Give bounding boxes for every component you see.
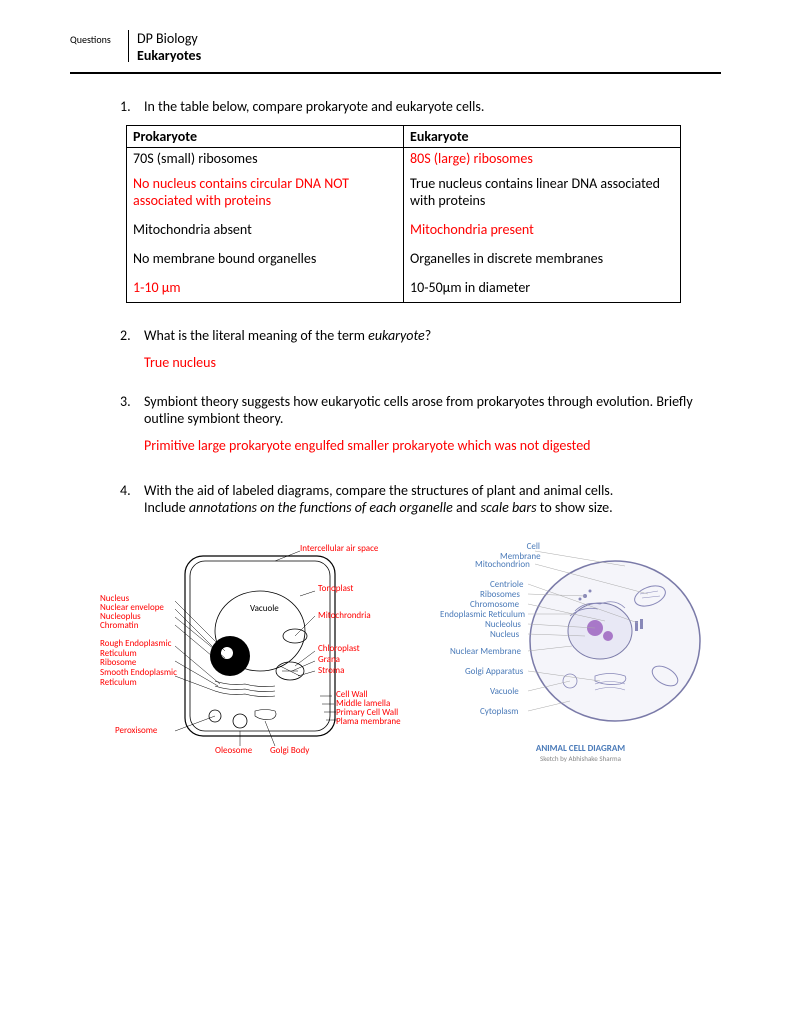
cell-text: 10-50µm in diameter [410, 275, 674, 300]
q2-answer: True nucleus [144, 354, 721, 371]
q2-text: What is the literal meaning of the term … [144, 327, 721, 344]
horizontal-rule [70, 72, 721, 74]
cell-text: 1-10 µm [133, 275, 397, 300]
plant-label: Chromatin [100, 621, 138, 631]
questions-label: Questions [70, 30, 118, 46]
table-row: Mitochondria absent Mitochondria present [127, 215, 681, 244]
cell: Organelles in discrete membranes [404, 244, 681, 273]
cell-text: Mitochondria absent [133, 217, 397, 242]
cell-text: No membrane bound organelles [133, 246, 397, 271]
q4-line2d: scale bars [481, 499, 537, 516]
comparison-table: Prokaryote Eukaryote 70S (small) ribosom… [126, 125, 681, 303]
q4-line2b: annotations on the functions of each org… [189, 499, 453, 516]
plant-label: Golgi Body [270, 746, 309, 756]
plant-label: Rough Endoplasmic Reticulum [100, 639, 180, 659]
plant-label: Stroma [318, 666, 344, 676]
animal-diagram-title: ANIMAL CELL DIAGRAM [440, 743, 721, 754]
plant-label: Mitochrondria [318, 611, 371, 621]
q3-answer: Primitive large prokaryote engulfed smal… [144, 437, 721, 454]
cell-text: 80S (large) ribosomes [410, 150, 533, 167]
plant-label: Chloroplast [318, 644, 360, 654]
cell-text: No nucleus contains circular DNA NOT ass… [133, 171, 397, 213]
q4-line2c: and [453, 499, 481, 516]
animal-label: Nucleus [490, 630, 519, 640]
cell: 1-10 µm [127, 273, 404, 303]
q4-line2e: to show size. [537, 499, 613, 516]
q4-line2a: Include [144, 499, 189, 516]
cell-text: 70S (small) ribosomes [133, 150, 258, 167]
header-divider [128, 30, 129, 62]
col1-header: Prokaryote [127, 126, 404, 148]
plant-label: Peroxisome [115, 726, 157, 736]
q3-text: Symbiont theory suggests how eukaryotic … [144, 393, 721, 427]
q1-number: 1. [120, 98, 144, 115]
cell-text: True nucleus contains linear DNA associa… [410, 171, 674, 213]
q2-number: 2. [120, 327, 144, 344]
question-2: 2. What is the literal meaning of the te… [120, 327, 721, 371]
cell: No nucleus contains circular DNA NOT ass… [127, 169, 404, 215]
plant-label: Grana [318, 655, 340, 665]
question-3: 3. Symbiont theory suggests how eukaryot… [120, 393, 721, 454]
q2-text-c: ? [425, 327, 432, 344]
q2-text-a: What is the literal meaning of the term [144, 327, 368, 344]
diagrams-row: Vacuole Intercellular air space Tonoplas… [100, 536, 721, 766]
q3-number: 3. [120, 393, 144, 427]
q4-number: 4. [120, 482, 144, 516]
q4-text: With the aid of labeled diagrams, compar… [144, 482, 721, 516]
table-row: No nucleus contains circular DNA NOT ass… [127, 169, 681, 215]
plant-label: Plama membrane [336, 717, 401, 727]
plant-cell-diagram: Vacuole Intercellular air space Tonoplas… [100, 536, 400, 766]
content: 1. In the table below, compare prokaryot… [70, 98, 721, 766]
table-row: No membrane bound organelles Organelles … [127, 244, 681, 273]
cell: 80S (large) ribosomes [404, 148, 681, 170]
question-1: 1. In the table below, compare prokaryot… [120, 98, 721, 303]
cell: Mitochondria absent [127, 215, 404, 244]
page: Questions DP Biology Eukaryotes 1. In th… [0, 0, 791, 796]
table-header-row: Prokaryote Eukaryote [127, 126, 681, 148]
svg-text:Vacuole: Vacuole [250, 603, 279, 614]
table-row: 70S (small) ribosomes 80S (large) riboso… [127, 148, 681, 170]
animal-label: Vacuole [490, 687, 519, 697]
plant-label: Smooth Endoplasmic Reticulum [100, 668, 190, 688]
cell: 70S (small) ribosomes [127, 148, 404, 170]
course-name: DP Biology [137, 30, 201, 47]
header-text: DP Biology Eukaryotes [137, 30, 201, 64]
q1-text: In the table below, compare prokaryote a… [144, 98, 721, 115]
animal-cell-diagram: Cell Membrane Mitochondrion Centriole Ri… [440, 536, 721, 766]
col2-header: Eukaryote [404, 126, 681, 148]
animal-diagram-credit: Sketch by Abhishake Sharma [440, 754, 721, 763]
animal-label: Mitochondrion [475, 560, 530, 570]
animal-label: Cytoplasm [480, 707, 518, 717]
header: Questions DP Biology Eukaryotes [70, 30, 721, 64]
plant-label: Oleosome [215, 746, 252, 756]
q4-line1: With the aid of labeled diagrams, compar… [144, 482, 613, 499]
animal-label: Nuclear Membrane [450, 647, 521, 657]
plant-label: Intercellular air space [300, 544, 378, 554]
cell: 10-50µm in diameter [404, 273, 681, 303]
cell-text: Mitochondria present [410, 217, 674, 242]
plant-label: Tonoplast [318, 584, 353, 594]
table-row: 1-10 µm 10-50µm in diameter [127, 273, 681, 303]
animal-label: Golgi Apparatus [465, 667, 523, 677]
cell: Mitochondria present [404, 215, 681, 244]
cell: No membrane bound organelles [127, 244, 404, 273]
q2-text-b: eukaryote [368, 327, 425, 344]
question-4: 4. With the aid of labeled diagrams, com… [120, 482, 721, 516]
topic-name: Eukaryotes [137, 47, 201, 64]
cell: True nucleus contains linear DNA associa… [404, 169, 681, 215]
cell-text: Organelles in discrete membranes [410, 246, 674, 271]
